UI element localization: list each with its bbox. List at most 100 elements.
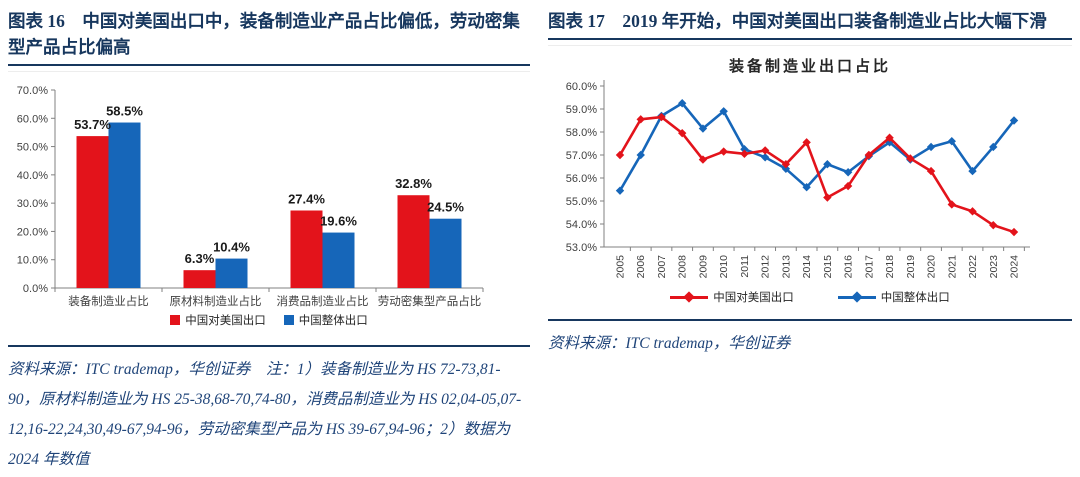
line-china-overall: [618, 101, 1016, 192]
year-label: 2021: [946, 255, 958, 279]
category-label: 劳动密集型产品占比: [378, 294, 482, 308]
line-china-overall-marker: [615, 186, 625, 195]
bar-china-overall: [322, 232, 355, 288]
line-china-overall-marker: [989, 142, 998, 152]
y-tick-label: 40.0%: [17, 170, 48, 182]
line-china-to-us: [618, 115, 1015, 234]
year-label: 2010: [718, 255, 730, 279]
bar-value-label: 32.8%: [395, 176, 432, 191]
y-tick-label: 54.0%: [566, 219, 597, 231]
bar-value-label: 58.5%: [106, 104, 143, 119]
line-china-overall-marker: [1009, 116, 1019, 125]
y-tick-label: 70.0%: [17, 85, 48, 97]
line-china-to-us-marker: [989, 220, 998, 230]
y-tick-label: 53.0%: [566, 242, 597, 254]
y-tick-label: 55.0%: [566, 196, 597, 208]
figure-16-chart-area: 0.0% 10.0% 20.0% 30.0% 40.0% 50.0% 60.0% 70.0% 5…: [8, 71, 530, 345]
y-tick-label: 20.0%: [17, 226, 48, 238]
y-tick-label: 56.0%: [566, 173, 597, 185]
year-label: 2016: [843, 255, 855, 279]
blue-line-diamond-swatch-icon: [837, 291, 876, 303]
figure-16-title: 图表 16 中国对美国出口中，装备制造业产品占比偏低，劳动密集型产品占比偏高: [8, 8, 530, 66]
line-china-to-us-marker: [719, 147, 728, 156]
year-label: 2014: [801, 255, 813, 279]
year-label: 2012: [760, 255, 772, 279]
y-tick-label: 59.0%: [566, 104, 597, 116]
line-chart-legend: 中国对美国出口 中国整体出口: [548, 289, 1072, 305]
bar-value-label: 10.4%: [213, 240, 250, 255]
year-label: 2007: [656, 255, 668, 279]
bar-value-label: 27.4%: [288, 191, 325, 206]
legend-item-china-overall: 中国整体出口: [283, 312, 368, 328]
line-chart: 53.0% 54.0% 55.0% 56.0% 57.0% 58.0% 59.0% 60.0%…: [566, 80, 1030, 279]
bar-china-overall: [429, 218, 462, 288]
line-china-to-us-marker: [823, 193, 832, 202]
line-china-to-us-marker: [1009, 227, 1019, 237]
legend-label-china-to-us: 中国对美国出口: [185, 315, 266, 327]
red-square-swatch-icon: [170, 315, 181, 325]
y-tick-label: 30.0%: [17, 198, 48, 210]
bar-china-to-us: [76, 136, 109, 288]
legend-item-china-to-us: 中国对美国出口: [670, 289, 794, 305]
year-label: 2024: [1009, 255, 1021, 279]
line-china-to-us-marker: [698, 155, 708, 164]
red-line-diamond-swatch-icon: [670, 291, 709, 303]
bar-china-overall: [108, 122, 141, 289]
bar-china-to-us: [290, 210, 323, 288]
figure-17-chart-area: 装备制造业出口占比 53.0% 54.0% 55.0% 56.0% 57.0% 58.0%…: [548, 45, 1072, 319]
y-tick-label: 0.0%: [23, 283, 48, 295]
legend-item-china-overall: 中国整体出口: [837, 289, 950, 305]
bar-china-to-us: [183, 270, 216, 288]
line-china-overall-marker: [760, 153, 770, 162]
figure-17: 图表 17 2019 年开始，中国对美国出口装备制造业占比大幅下滑 装备制造业出…: [548, 8, 1072, 359]
line-chart-title: 装备制造业出口占比: [728, 58, 891, 75]
y-tick-label: 60.0%: [17, 113, 48, 125]
bar-value-label: 24.5%: [427, 200, 464, 215]
figure-17-source-note: 资料来源：ITC trademap，华创证券: [548, 319, 1072, 359]
year-label: 2005: [615, 255, 627, 279]
bar-china-to-us: [397, 195, 430, 288]
category-label: 原材料制造业占比: [170, 294, 262, 308]
bar-chart: 0.0% 10.0% 20.0% 30.0% 40.0% 50.0% 60.0% 70.0% 5…: [17, 85, 484, 308]
category-label: 消费品制造业占比: [277, 294, 369, 308]
y-tick-label: 60.0%: [566, 81, 597, 93]
bar-chart-legend: 中国对美国出口 中国整体出口: [8, 312, 530, 328]
line-china-to-us-marker: [906, 154, 915, 163]
figure-17-title: 图表 17 2019 年开始，中国对美国出口装备制造业占比大幅下滑: [548, 8, 1072, 40]
line-china-overall-marker: [719, 107, 728, 116]
y-tick-label: 50.0%: [17, 142, 48, 154]
category-label: 装备制造业占比: [68, 294, 149, 308]
year-label: 2008: [677, 255, 689, 279]
legend-label-china-to-us: 中国对美国出口: [713, 292, 794, 304]
y-tick-label: 57.0%: [566, 150, 597, 162]
figure-16: 图表 16 中国对美国出口中，装备制造业产品占比偏低，劳动密集型产品占比偏高 0…: [8, 8, 530, 475]
bar-value-label: 53.7%: [74, 117, 111, 132]
y-tick-label: 10.0%: [17, 255, 48, 267]
line-china-overall-marker: [802, 183, 811, 192]
year-label: 2009: [697, 255, 709, 279]
year-label: 2013: [780, 255, 792, 279]
bar-value-label: 19.6%: [320, 214, 357, 229]
year-label: 2011: [739, 255, 751, 278]
line-china-to-us-marker: [760, 146, 770, 155]
y-tick-label: 58.0%: [566, 127, 597, 139]
year-label: 2022: [967, 255, 979, 279]
line-china-to-us-marker: [615, 150, 625, 160]
legend-label-china-overall: 中国整体出口: [298, 315, 368, 327]
bar-value-label: 6.3%: [185, 251, 215, 266]
bar-china-overall: [215, 258, 248, 288]
line-china-overall-marker: [823, 160, 832, 169]
line-china-overall-marker: [926, 142, 936, 152]
line-china-to-us-marker: [802, 138, 811, 147]
line-china-to-us-marker: [926, 166, 936, 176]
legend-item-china-to-us: 中国对美国出口: [170, 312, 266, 328]
line-china-overall-marker: [698, 124, 708, 133]
year-label: 2020: [926, 255, 938, 279]
blue-square-swatch-icon: [283, 315, 294, 325]
year-label: 2015: [822, 255, 834, 279]
figure-16-source-note: 资料来源：ITC trademap，华创证券 注：1）装备制造业为 HS 72-…: [8, 345, 530, 475]
year-label: 2019: [905, 255, 917, 279]
year-label: 2006: [635, 255, 647, 279]
year-label: 2018: [884, 255, 896, 279]
